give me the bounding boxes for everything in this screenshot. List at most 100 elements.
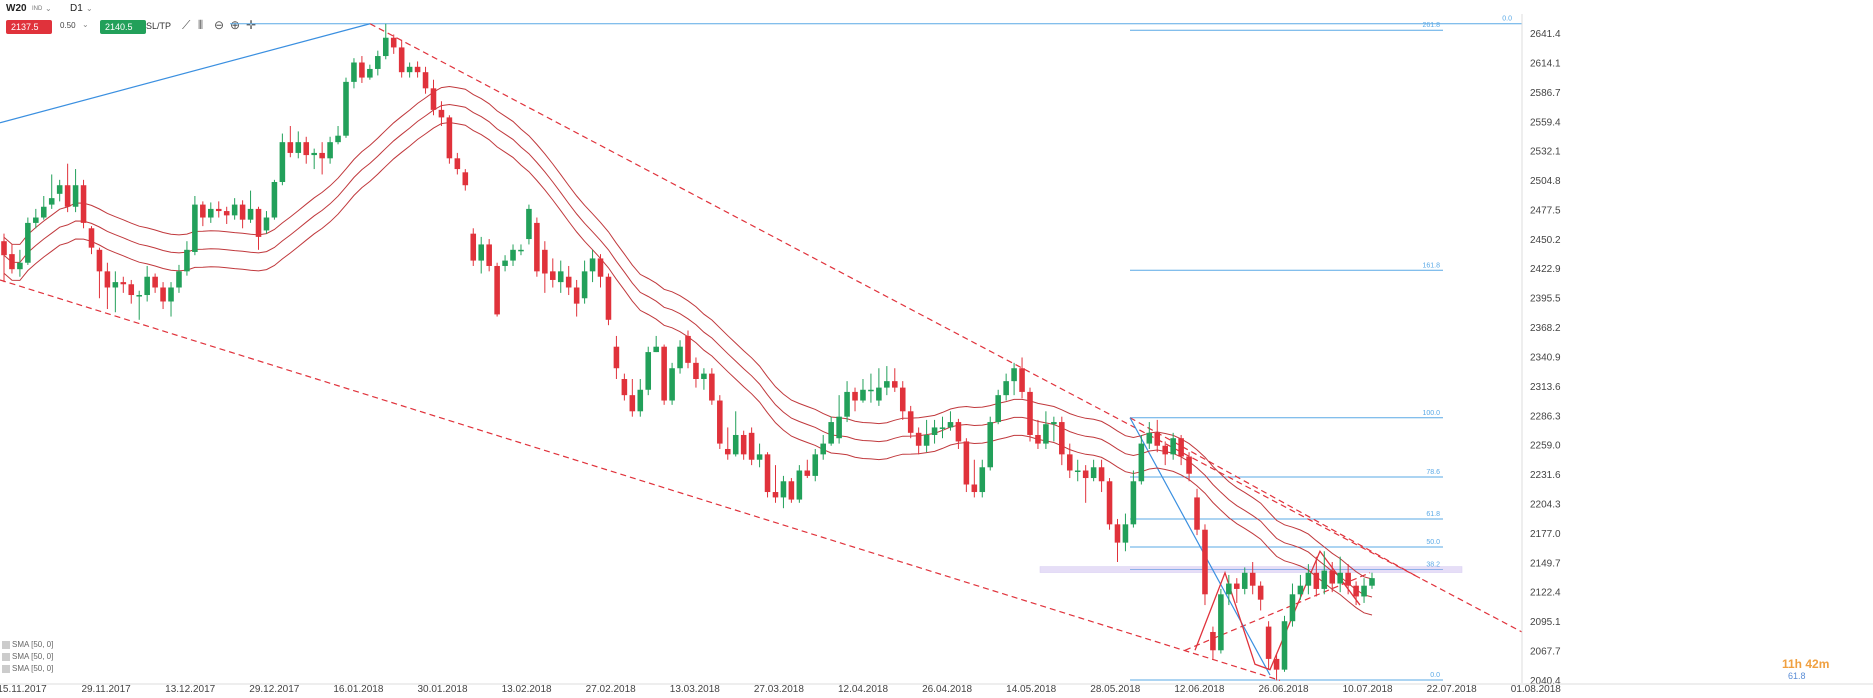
bear-candle: [104, 271, 111, 288]
y-tick-label: 2067.7: [1530, 647, 1561, 658]
bear-candle: [1345, 572, 1351, 586]
buy-button[interactable]: 2140.5: [100, 20, 146, 34]
bull-candle: [1241, 572, 1248, 589]
bull-candle: [1218, 594, 1224, 651]
sell-button[interactable]: 2137.5: [6, 20, 52, 34]
bear-candle: [693, 362, 699, 379]
bull-candle: [184, 249, 190, 272]
bear-candle: [1234, 583, 1240, 589]
symbol-label[interactable]: W20: [6, 3, 27, 14]
bull-candle: [677, 346, 683, 369]
bear-candle: [303, 142, 310, 156]
upper-trendline: [369, 23, 1523, 633]
indicators-icon[interactable]: ⫴: [198, 18, 204, 32]
sma-line-1: [3, 85, 1373, 580]
toolbar: W20 IND ⌄ D1 ⌄ 2137.5 0.50 ⌄ 2140.5 SL/T…: [0, 0, 300, 40]
bear-candle: [1114, 524, 1121, 543]
y-tick-label: 2395.5: [1530, 294, 1561, 305]
bear-candle: [955, 422, 962, 442]
y-tick-label: 2313.6: [1530, 382, 1561, 393]
bear-candle: [709, 373, 715, 401]
bull-candle: [17, 262, 23, 270]
bull-candle: [1011, 368, 1017, 382]
bull-candle: [701, 373, 707, 379]
indicator-legend-1[interactable]: SMA [50, 0]: [2, 640, 53, 649]
bear-candle: [804, 470, 811, 476]
bull-candle: [756, 454, 763, 460]
x-tick-label: 12.06.2018: [1174, 684, 1224, 695]
y-tick-label: 2450.2: [1530, 235, 1561, 246]
bull-candle: [581, 271, 588, 299]
y-tick-label: 2231.6: [1530, 470, 1561, 481]
bear-candle: [971, 484, 978, 493]
bear-candle: [1265, 626, 1272, 659]
bear-candle: [685, 335, 691, 363]
bear-candle: [573, 287, 580, 304]
bear-candle: [120, 282, 127, 285]
source-label: IND: [32, 6, 43, 12]
x-tick-label: 12.04.2018: [838, 684, 888, 695]
bear-candle: [128, 284, 135, 296]
bear-candle: [1329, 570, 1336, 584]
bull-candle: [40, 206, 47, 218]
bull-candle: [327, 142, 333, 159]
bull-candle: [1281, 621, 1288, 670]
bear-candle: [724, 448, 731, 455]
y-tick-label: 2122.4: [1530, 588, 1561, 599]
bear-candle: [740, 434, 747, 455]
bear-candle: [1210, 631, 1216, 651]
bull-candle: [1138, 443, 1145, 482]
y-tick-label: 2340.9: [1530, 353, 1561, 364]
indicator-legend-3[interactable]: SMA [50, 0]: [2, 664, 53, 673]
bull-candle: [979, 467, 986, 493]
y-tick-label: 2177.0: [1530, 529, 1561, 540]
sltp-button[interactable]: SL/TP: [146, 21, 172, 31]
symbol-chevron-down-icon[interactable]: ⌄: [45, 4, 52, 13]
zoom-in-icon[interactable]: ⊕: [230, 18, 241, 32]
fibonacci-levels: 0.0 38.2 50.0 61.8 78.6 100.0 161.8 261.8 0.0: [230, 16, 1522, 681]
bear-candle: [788, 481, 795, 500]
pattern-zigzag: [1194, 549, 1361, 671]
bear-candle: [223, 211, 230, 216]
bull-candle: [367, 68, 373, 78]
zoom-out-icon[interactable]: ⊖: [214, 18, 225, 32]
bull-candle: [796, 470, 803, 500]
x-tick-label: 26.06.2018: [1258, 684, 1308, 695]
bear-candle: [764, 454, 771, 493]
candles: [1, 23, 1375, 681]
spread-chevron-down-icon[interactable]: ⌄: [82, 20, 89, 29]
line-chart-icon[interactable]: ⟋: [182, 18, 191, 32]
bear-candle: [717, 400, 723, 444]
timeframe-chevron-down-icon[interactable]: ⌄: [86, 4, 93, 13]
bull-candle: [231, 204, 238, 216]
x-tick-label: 27.03.2018: [754, 684, 804, 695]
bear-candle: [446, 117, 453, 159]
bear-candle: [621, 378, 628, 396]
bull-candle: [343, 81, 349, 136]
x-tick-label: 16.01.2018: [333, 684, 383, 695]
bull-candle: [1130, 481, 1137, 525]
bull-candle: [48, 198, 55, 205]
x-tick-label: 13.03.2018: [670, 684, 720, 695]
crosshair-icon[interactable]: ✛: [246, 18, 257, 32]
bull-candle: [923, 434, 930, 446]
indicator-legend-2[interactable]: SMA [50, 0]: [2, 652, 53, 661]
bull-candle: [1337, 572, 1343, 584]
bull-candle: [1051, 422, 1057, 425]
bull-candle: [1297, 585, 1304, 595]
bull-candle: [1361, 585, 1367, 597]
bull-candle: [1305, 572, 1312, 586]
y-tick-label: 2586.7: [1530, 88, 1561, 99]
x-tick-label: 29.12.2017: [249, 684, 299, 695]
x-tick-label: 22.07.2018: [1427, 684, 1477, 695]
y-tick-label: 2040.4: [1530, 676, 1561, 687]
bear-candle: [1257, 585, 1264, 600]
y-tick-label: 2532.1: [1530, 147, 1561, 158]
bear-candle: [470, 233, 477, 261]
bull-candle: [820, 443, 826, 455]
fib-level-label: 0.0: [1502, 16, 1512, 23]
y-tick-label: 2477.5: [1530, 205, 1561, 216]
bear-candle: [1066, 454, 1073, 471]
timeframe-label[interactable]: D1: [70, 3, 83, 14]
